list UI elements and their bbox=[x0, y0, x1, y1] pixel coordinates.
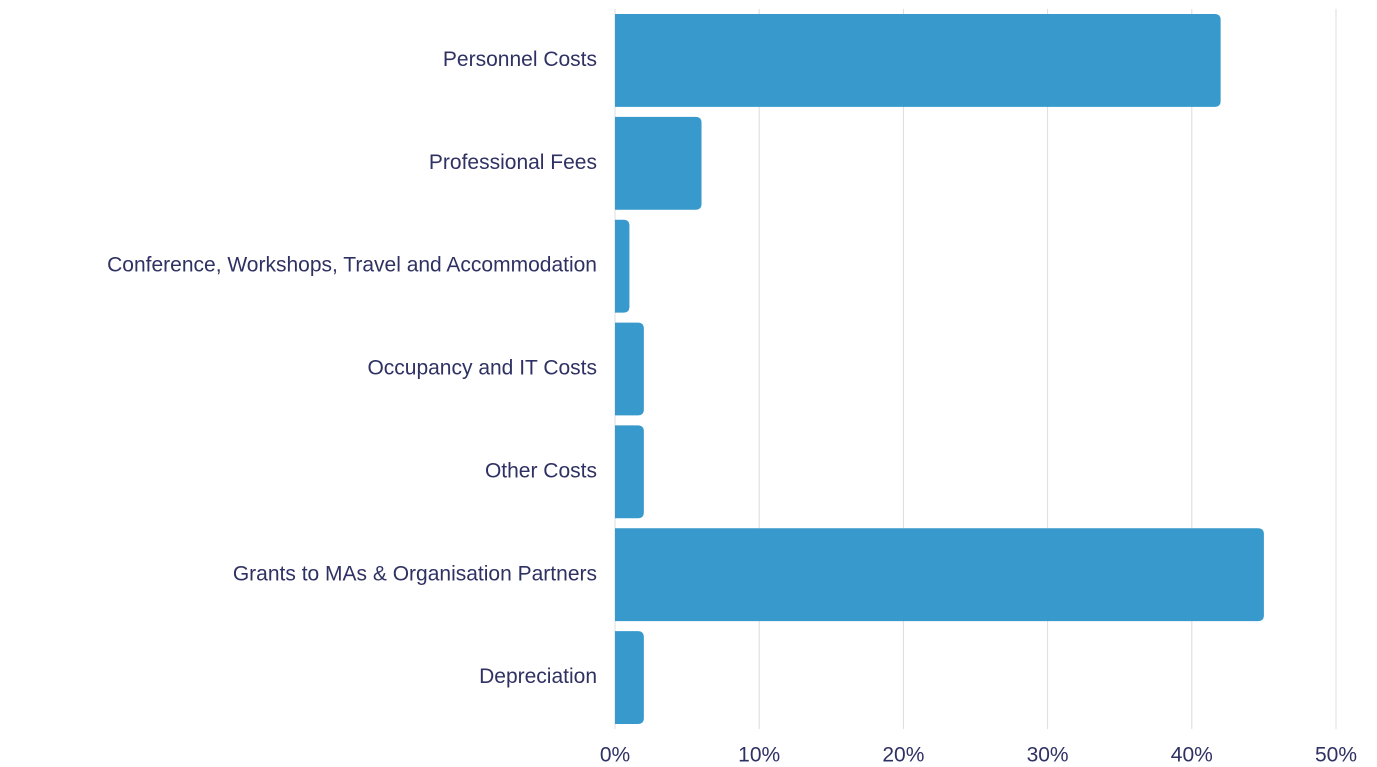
bar bbox=[615, 14, 1221, 107]
bar bbox=[615, 425, 644, 519]
bar bbox=[615, 528, 1264, 622]
bar bbox=[615, 322, 644, 416]
x-tick-label: 10% bbox=[738, 744, 780, 767]
bar bbox=[615, 219, 630, 313]
y-tick-label: Grants to MAs & Organisation Partners bbox=[233, 562, 597, 585]
y-tick-label: Personnel Costs bbox=[443, 48, 597, 71]
x-tick-label: 50% bbox=[1315, 744, 1357, 767]
bar bbox=[615, 116, 702, 210]
y-tick-label: Professional Fees bbox=[429, 151, 597, 174]
x-tick-label: 40% bbox=[1171, 744, 1213, 767]
y-tick-label: Other Costs bbox=[485, 459, 597, 482]
y-tick-label: Conference, Workshops, Travel and Accomm… bbox=[107, 254, 597, 277]
y-tick-label: Depreciation bbox=[479, 665, 597, 688]
bar bbox=[615, 631, 644, 724]
x-tick-label: 20% bbox=[882, 744, 924, 767]
x-tick-label: 30% bbox=[1027, 744, 1069, 767]
x-tick-label: 0% bbox=[600, 744, 630, 767]
y-tick-label: Occupancy and IT Costs bbox=[367, 357, 597, 380]
